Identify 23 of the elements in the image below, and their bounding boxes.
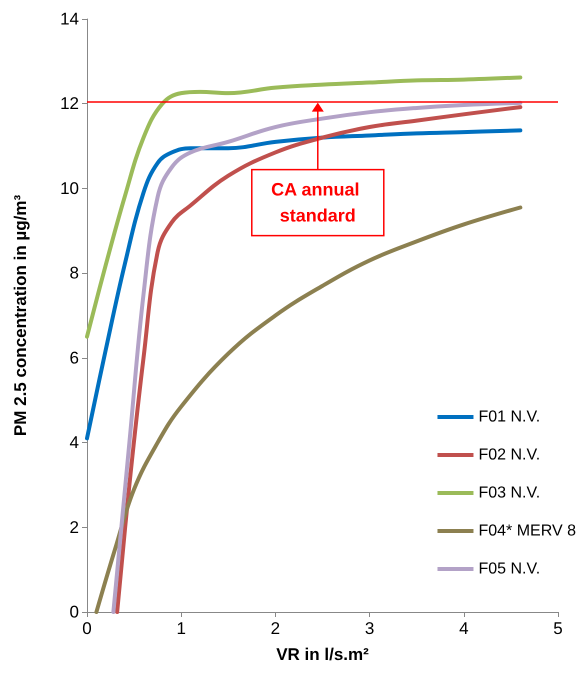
y-tick-label: 2 [70, 518, 79, 537]
x-tick-label: 4 [459, 619, 469, 638]
x-tick-label: 3 [364, 619, 374, 638]
y-axis-title: PM 2.5 concentration in µg/m³ [11, 194, 30, 436]
y-tick-label: 0 [70, 602, 79, 622]
x-tick-label: 0 [82, 619, 92, 638]
legend-label: F04* MERV 8 [478, 522, 576, 540]
line-series [85, 75, 522, 339]
y-tick-label: 8 [70, 264, 79, 283]
legend-label: F05 N.V. [478, 560, 540, 578]
annotation: CA annual standard [271, 180, 364, 226]
y-tick-label: 10 [60, 178, 79, 198]
legend-label: F03 N.V. [478, 484, 540, 502]
x-tick-label: 1 [176, 619, 186, 638]
y-tick-label: 14 [60, 10, 79, 28]
legend-label: F01 N.V. [478, 408, 540, 426]
x-axis-title: VR in l/s.m² [276, 645, 370, 664]
y-tick-label: 4 [70, 433, 79, 452]
legend-label: F02 N.V. [478, 446, 540, 464]
x-tick-label: 5 [553, 619, 563, 638]
x-tick-label: 2 [270, 619, 280, 638]
y-tick-label: 12 [60, 94, 79, 114]
y-tick-label: 6 [70, 348, 79, 368]
